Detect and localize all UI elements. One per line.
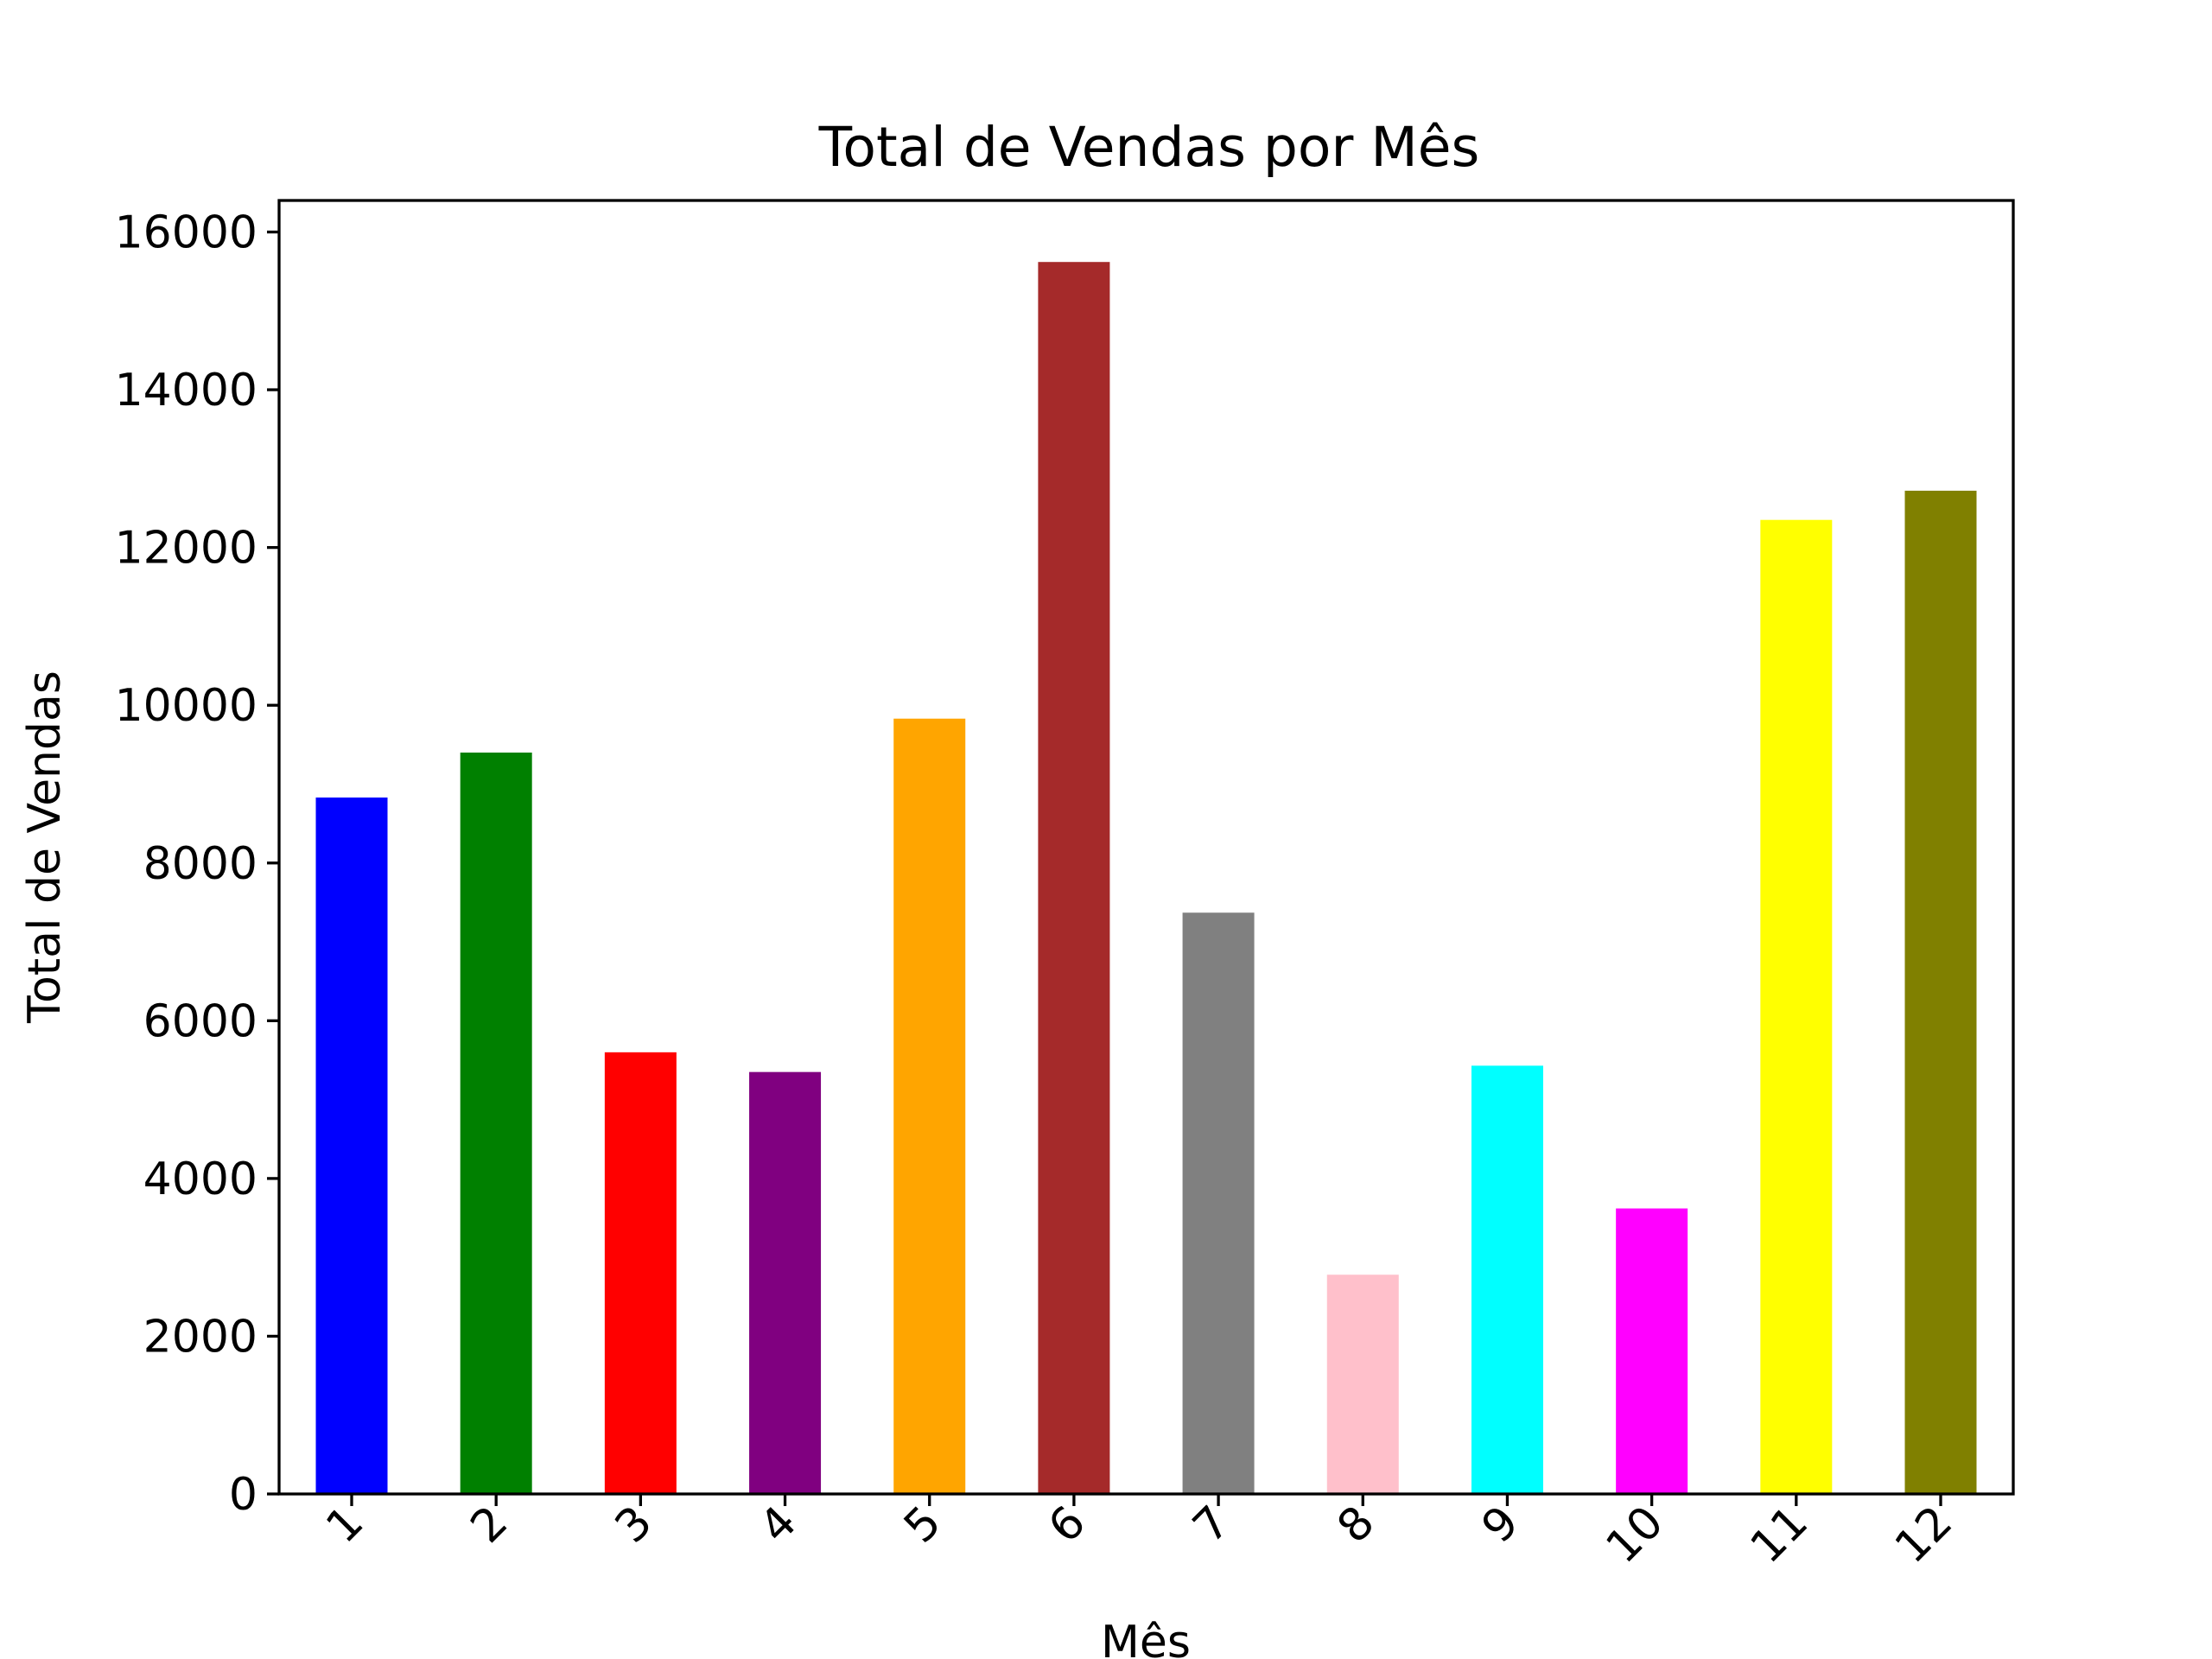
bar-month-1 bbox=[315, 797, 388, 1494]
bar-month-9 bbox=[1471, 1065, 1543, 1494]
y-tick-label: 8000 bbox=[143, 838, 257, 890]
y-tick-label: 2000 bbox=[143, 1311, 257, 1363]
bar-month-4 bbox=[749, 1071, 822, 1494]
bars-group bbox=[315, 262, 1977, 1495]
y-tick-label: 6000 bbox=[143, 995, 257, 1047]
y-tick-label: 0 bbox=[229, 1469, 257, 1521]
chart-title: Total de Vendas por Mês bbox=[818, 116, 1480, 179]
axes-frame bbox=[277, 199, 2015, 1496]
bar-month-10 bbox=[1616, 1208, 1688, 1494]
bar-month-12 bbox=[1904, 490, 1977, 1495]
y-tick-label: 10000 bbox=[115, 680, 257, 732]
y-tick-label: 12000 bbox=[115, 523, 257, 575]
bar-month-3 bbox=[604, 1052, 677, 1494]
bar-month-8 bbox=[1326, 1274, 1399, 1494]
y-axis-ticks: 0 2000 4000 6000 8000 10000 12000 14000 16000 bbox=[115, 207, 279, 1521]
x-axis-label: Mês bbox=[1101, 1617, 1191, 1659]
bar-month-2 bbox=[460, 752, 532, 1494]
bar-month-7 bbox=[1182, 912, 1255, 1494]
y-axis-label: Total de Vendas bbox=[19, 671, 71, 1024]
bar-month-6 bbox=[1038, 262, 1110, 1495]
y-tick-label: 4000 bbox=[143, 1154, 257, 1205]
bar-month-5 bbox=[893, 718, 966, 1494]
y-tick-label: 16000 bbox=[115, 207, 257, 259]
bar-month-11 bbox=[1760, 519, 1833, 1495]
y-tick-label: 14000 bbox=[115, 365, 257, 416]
